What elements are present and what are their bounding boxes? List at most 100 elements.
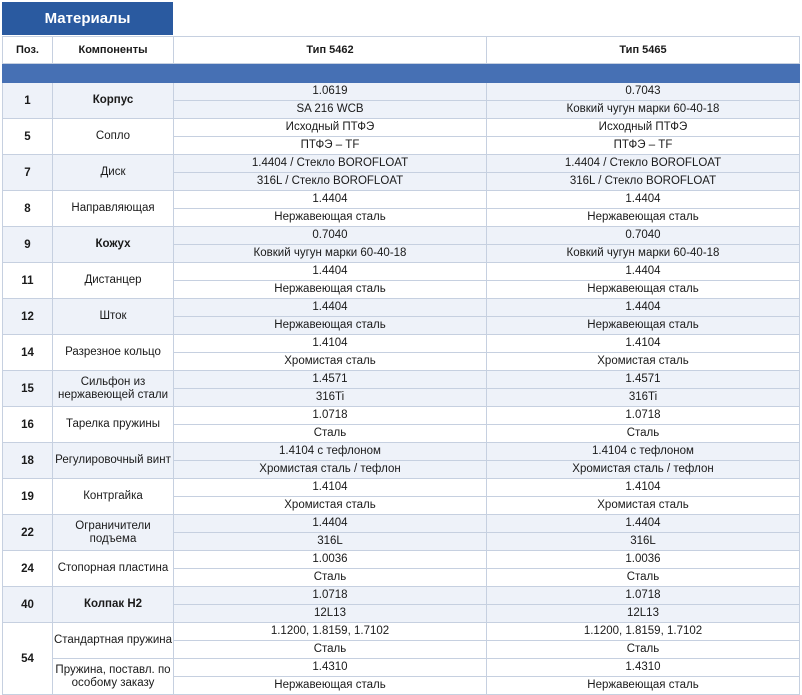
material-name: Ковкий чугун марки 60-40-18 bbox=[487, 100, 799, 118]
table-row: 5 Сопло Исходный ПТФЭ ПТФЭ – TF Исходный ПТФ… bbox=[2, 118, 800, 155]
value-cell: 1.0718 12L13 bbox=[173, 586, 487, 623]
value-cell: 0.7040 Ковкий чугун марки 60-40-18 bbox=[173, 226, 487, 263]
material-number: 0.7040 bbox=[625, 229, 661, 241]
material-name: Нержавеющая сталь bbox=[487, 316, 799, 334]
material-number: 1.0036 bbox=[625, 553, 661, 565]
material-number: 1.0718 bbox=[625, 409, 661, 421]
value-cell: 1.0036 Сталь bbox=[486, 550, 800, 587]
material-number: 1.1200, 1.8159, 1.7102 bbox=[583, 625, 703, 637]
material-name: 316Ti bbox=[487, 388, 799, 406]
material-number: 1.4404 bbox=[625, 265, 661, 277]
value-cell: 1.4310 Нержавеющая сталь bbox=[486, 658, 800, 695]
material-number: 1.4404 bbox=[625, 517, 661, 529]
value-cell: 0.7040 Ковкий чугун марки 60-40-18 bbox=[486, 226, 800, 263]
value-cell: 1.4571 316Ti bbox=[486, 370, 800, 407]
value-cell: 1.4104 Хромистая сталь bbox=[173, 334, 487, 371]
material-name: 12L13 bbox=[487, 604, 799, 622]
material-number: 1.4404 bbox=[625, 301, 661, 313]
table-row: 19 Контргайка 1.4104 Хромистая сталь 1.4104 Х… bbox=[2, 478, 800, 515]
material-number: 1.0619 bbox=[312, 85, 348, 97]
material-name: ПТФЭ – TF bbox=[487, 136, 799, 154]
material-number: 1.4404 bbox=[312, 517, 348, 529]
material-name: Нержавеющая сталь bbox=[174, 316, 486, 334]
material-name: Нержавеющая сталь bbox=[174, 208, 486, 226]
material-name: SA 216 WCB bbox=[174, 100, 486, 118]
material-number: 1.4310 bbox=[625, 661, 661, 673]
material-number: 0.7043 bbox=[625, 85, 661, 97]
material-number: 1.4404 / Стекло BOROFLOAT bbox=[251, 157, 409, 169]
component-cell: Шток bbox=[52, 298, 174, 335]
material-number: Исходный ПТФЭ bbox=[598, 121, 688, 133]
material-name: Нержавеющая сталь bbox=[174, 676, 486, 694]
material-number: 1.4104 bbox=[312, 481, 348, 493]
material-name: Ковкий чугун марки 60-40-18 bbox=[174, 244, 486, 262]
value-cell: Исходный ПТФЭ ПТФЭ – TF bbox=[486, 118, 800, 155]
position-cell: 7 bbox=[2, 154, 53, 191]
table-row: 9 Кожух 0.7040 Ковкий чугун марки 60-40-18 0… bbox=[2, 226, 800, 263]
material-number: 1.4104 с тефлоном bbox=[592, 445, 694, 457]
material-name: 316Ti bbox=[174, 388, 486, 406]
material-name: 316L / Стекло BOROFLOAT bbox=[487, 172, 799, 190]
header-band bbox=[2, 63, 800, 83]
material-name: Сталь bbox=[487, 568, 799, 586]
value-cell: 1.4104 Хромистая сталь bbox=[486, 478, 800, 515]
position-cell: 9 bbox=[2, 226, 53, 263]
component-cell: Сопло bbox=[52, 118, 174, 155]
table-row: 8 Направляющая 1.4404 Нержавеющая сталь 1.44… bbox=[2, 190, 800, 227]
material-name: Нержавеющая сталь bbox=[174, 280, 486, 298]
material-name: Ковкий чугун марки 60-40-18 bbox=[487, 244, 799, 262]
material-name: Сталь bbox=[487, 640, 799, 658]
material-number: 1.4571 bbox=[625, 373, 661, 385]
component-cell: Разрезное кольцо bbox=[52, 334, 174, 371]
position-cell: 11 bbox=[2, 262, 53, 299]
material-number: 1.4104 bbox=[625, 481, 661, 493]
value-cell: 1.4104 с тефлоном Хромистая сталь / тефло… bbox=[486, 442, 800, 479]
material-number: 1.4404 / Стекло BOROFLOAT bbox=[564, 157, 722, 169]
table-row: 1 Корпус 1.0619 SA 216 WCB 0.7043 Ковкий чугу… bbox=[2, 82, 800, 119]
table-row: 18 Регулировочный винт 1.4104 с тефлоном Хр… bbox=[2, 442, 800, 479]
component-cell: Сильфон из нержавеющей стали bbox=[52, 370, 174, 407]
table-row: 54 Стандартная пружина 1.1200, 1.8159, 1.7… bbox=[2, 622, 800, 695]
material-name: Хромистая сталь bbox=[174, 352, 486, 370]
position-cell: 14 bbox=[2, 334, 53, 371]
material-name: 316L bbox=[487, 532, 799, 550]
header-row: Поз. Компоненты Тип 5462 Тип 5465 bbox=[2, 36, 800, 64]
position-cell: 16 bbox=[2, 406, 53, 443]
component-cell: Стопорная пластина bbox=[52, 550, 174, 587]
value-cell: 1.4404 Нержавеющая сталь bbox=[486, 262, 800, 299]
value-cell: 1.4404 316L bbox=[486, 514, 800, 551]
material-name: Хромистая сталь bbox=[174, 496, 486, 514]
position-cell: 12 bbox=[2, 298, 53, 335]
material-name: Нержавеющая сталь bbox=[487, 208, 799, 226]
value-cell: 1.4404 Нержавеющая сталь bbox=[486, 298, 800, 335]
material-number: 1.1200, 1.8159, 1.7102 bbox=[270, 625, 390, 637]
component-cell: Диск bbox=[52, 154, 174, 191]
material-number: 1.4104 с тефлоном bbox=[279, 445, 381, 457]
value-cell: 1.4404 Нержавеющая сталь bbox=[173, 298, 487, 335]
value-cell: 1.4404 / Стекло BOROFLOAT 316L / Стекло B… bbox=[173, 154, 487, 191]
material-number: 1.4310 bbox=[312, 661, 348, 673]
header-type-5462: Тип 5462 bbox=[173, 36, 487, 64]
table-row: 16 Тарелка пружины 1.0718 Сталь 1.0718 Сталь bbox=[2, 406, 800, 443]
material-number: 1.0718 bbox=[312, 409, 348, 421]
value-cell: 1.0718 Сталь bbox=[486, 406, 800, 443]
material-name: Сталь bbox=[174, 424, 486, 442]
material-name: Сталь bbox=[487, 424, 799, 442]
position-cell: 22 bbox=[2, 514, 53, 551]
material-number: 1.4404 bbox=[625, 193, 661, 205]
position-cell: 19 bbox=[2, 478, 53, 515]
material-name: 12L13 bbox=[174, 604, 486, 622]
material-name: Хромистая сталь / тефлон bbox=[174, 460, 486, 478]
position-cell: 18 bbox=[2, 442, 53, 479]
value-cell: 1.4404 Нержавеющая сталь bbox=[173, 190, 487, 227]
value-cell: 1.1200, 1.8159, 1.7102 Сталь bbox=[173, 622, 487, 659]
material-number: 1.4404 bbox=[312, 193, 348, 205]
position-cell: 24 bbox=[2, 550, 53, 587]
material-number: 0.7040 bbox=[312, 229, 348, 241]
material-number: 1.4104 bbox=[625, 337, 661, 349]
position-cell: 5 bbox=[2, 118, 53, 155]
component-cell: Кожух bbox=[52, 226, 174, 263]
position-cell: 54 bbox=[2, 622, 53, 695]
component-cell: Направляющая bbox=[52, 190, 174, 227]
